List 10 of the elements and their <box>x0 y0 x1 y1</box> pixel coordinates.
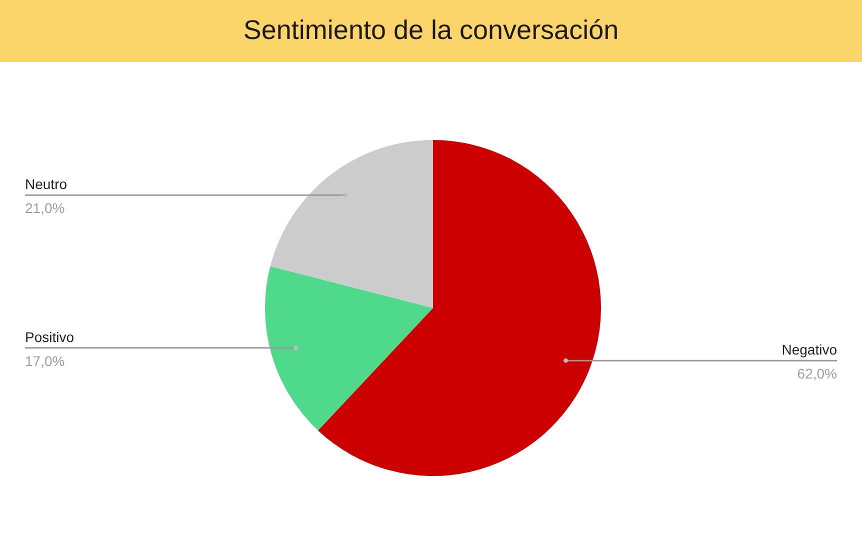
slice-label: Neutro <box>25 176 68 192</box>
data-label: 21,0% <box>25 200 65 216</box>
chart-title: Sentimiento de la conversación <box>243 15 619 45</box>
pie-slice <box>318 140 601 476</box>
slice-label: Positivo <box>25 328 74 345</box>
slice-label: Negativo <box>782 342 838 358</box>
data-label: 62,0% <box>797 366 837 382</box>
data-label: 17,0% <box>25 352 65 369</box>
pie-slice <box>265 266 433 430</box>
pie-slice <box>270 140 433 308</box>
